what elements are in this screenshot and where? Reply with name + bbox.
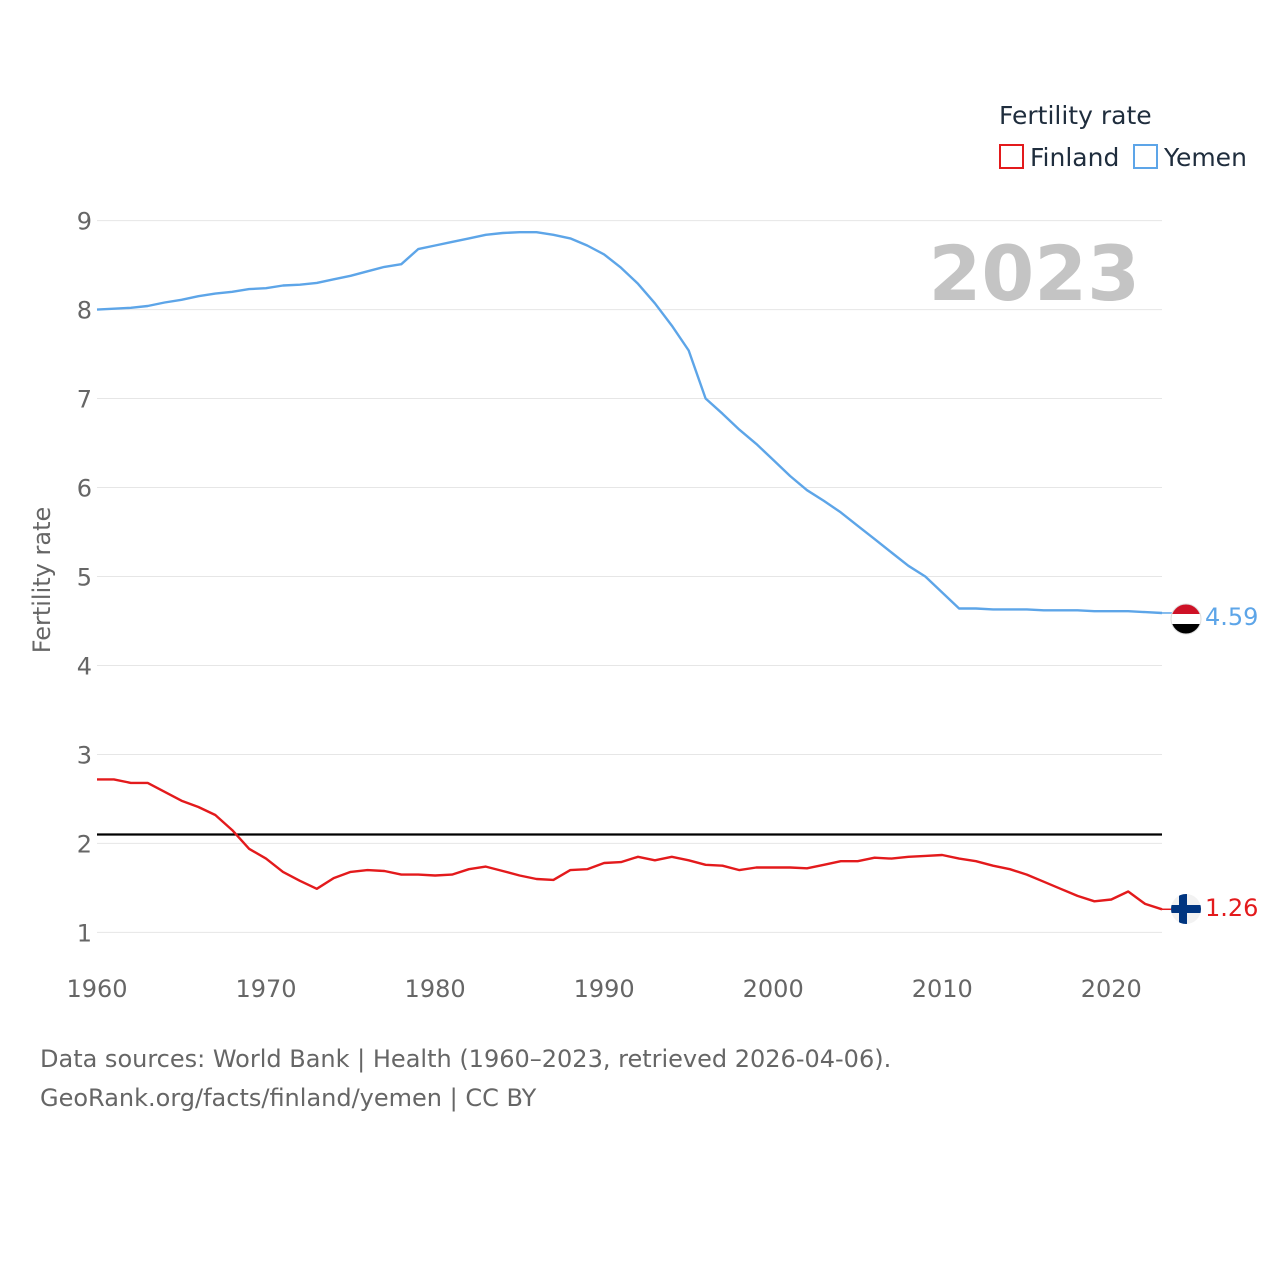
y-axis: 1 2 3 4 5 6 7 8 9 [77,208,92,948]
series-lines [96,231,1175,911]
y-tick-label-2: 2 [77,830,92,858]
series-line-yemen [96,231,1163,615]
grid-lines [97,220,1162,933]
legend-label-finland: Finland [1030,143,1119,172]
source-line-1: Data sources: World Bank | Health (1960–… [40,1045,892,1073]
legend-swatch-finland [999,144,1024,169]
legend-title: Fertility rate [999,101,1152,130]
y-tick-label-8: 8 [77,297,92,325]
x-tick-label-1960: 1960 [66,975,127,1003]
finland-flag-icon [1171,894,1201,924]
y-tick-label-4: 4 [77,652,92,680]
y-tick-label-7: 7 [77,386,92,414]
y-axis-title: Fertility rate [28,507,56,654]
year-label: 2023 [928,229,1140,318]
end-label-finland: 1.26 [1205,894,1258,922]
end-label-yemen: 4.59 [1205,603,1258,631]
series-line-finland [97,778,1163,911]
x-tick-label-2010: 2010 [912,975,973,1003]
x-tick-label-1980: 1980 [405,975,466,1003]
x-tick-label-2000: 2000 [743,975,804,1003]
y-tick-label-3: 3 [77,741,92,769]
x-axis: 1960 1970 1980 1990 2000 2010 2020 [66,975,1141,1003]
legend-label-yemen: Yemen [1163,143,1247,172]
y-tick-label-5: 5 [77,564,92,592]
x-tick-label-1970: 1970 [236,975,297,1003]
x-tick-label-2020: 2020 [1081,975,1142,1003]
yemen-flag-icon [1171,604,1201,634]
x-tick-label-1990: 1990 [574,975,635,1003]
y-tick-label-1: 1 [77,919,92,947]
source-line-2: GeoRank.org/facts/finland/yemen | CC BY [40,1084,537,1112]
y-tick-label-9: 9 [77,208,92,236]
legend: Fertility rate Finland Yemen [999,101,1247,172]
y-tick-label-6: 6 [77,475,92,503]
legend-swatch-yemen [1133,144,1158,169]
